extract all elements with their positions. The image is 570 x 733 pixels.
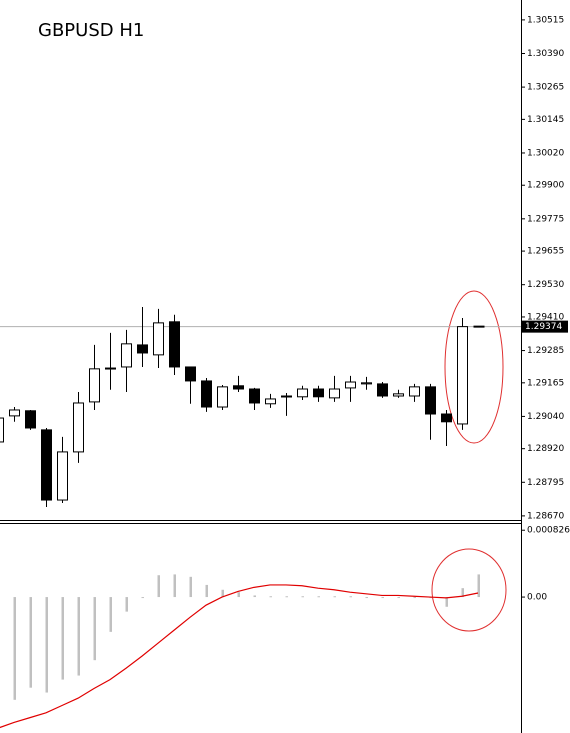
candle-body: [121, 343, 132, 368]
candle-body: [73, 402, 84, 453]
y-tick-label: 1.29775: [527, 214, 564, 224]
histogram-bar: [45, 597, 48, 693]
histogram-bar: [93, 597, 96, 661]
candle-body: [281, 395, 292, 398]
y-tick-label: 1.28795: [527, 478, 564, 488]
current-price-box: [522, 320, 568, 333]
candle-body: [41, 429, 52, 501]
histogram-bar: [173, 574, 176, 598]
candle-body: [185, 366, 196, 382]
histogram-bar: [269, 596, 272, 598]
candle-body: [0, 417, 4, 443]
y-tick-label: 1.30265: [527, 83, 564, 93]
candle-body: [265, 398, 276, 405]
signal-line: [0, 584, 479, 729]
candle-body: [217, 386, 228, 408]
candle-body: [393, 393, 404, 397]
candle-body: [57, 451, 68, 501]
histogram-bar: [381, 597, 384, 599]
candle-body: [9, 409, 20, 417]
histogram-bar: [205, 584, 208, 598]
histogram-bar: [61, 597, 64, 680]
candle-body: [137, 344, 148, 354]
candle-body: [409, 386, 420, 397]
histogram-bar: [237, 592, 240, 598]
y-tick-label: 1.30020: [527, 148, 564, 158]
histogram-bar: [125, 597, 128, 612]
histogram-bar: [301, 596, 304, 598]
candle-body: [153, 322, 164, 356]
histogram-bar: [397, 597, 400, 599]
y-tick-label: 1.29165: [527, 378, 564, 388]
y-tick-label: 1.30390: [527, 49, 564, 59]
histogram-bar: [141, 597, 144, 599]
annotation-ellipse: [431, 548, 507, 632]
y-tick-label: 1.29040: [527, 412, 564, 422]
y-tick-label: 1.29900: [527, 181, 564, 191]
y-tick-label: 1.29530: [527, 280, 564, 290]
histogram-bar: [189, 576, 192, 598]
histogram-bar: [253, 595, 256, 598]
candle-body: [25, 410, 36, 429]
histogram-bar: [29, 597, 32, 688]
histogram-bar: [221, 589, 224, 598]
histogram-bar: [109, 597, 112, 632]
candle-body: [345, 381, 356, 389]
candle-body: [297, 388, 308, 398]
y-tick-label: 1.30145: [527, 115, 564, 125]
candle-body: [329, 388, 340, 399]
histogram-bar: [461, 588, 464, 598]
candle-body: [441, 413, 452, 423]
histogram-bar: [445, 597, 448, 607]
current-price-label: 1.29374: [525, 322, 562, 332]
y-tick-label: 1.28920: [527, 444, 564, 454]
y-tick-label: 0.000826: [527, 526, 570, 536]
candle-body: [233, 385, 244, 390]
candle-body: [201, 380, 212, 408]
histogram-bar: [317, 596, 320, 598]
chart-title: GBPUSD H1: [38, 20, 144, 41]
y-tick-label: 1.29285: [527, 346, 564, 356]
candle-body: [313, 388, 324, 398]
histogram-bar: [285, 596, 288, 598]
histogram-bar: [333, 596, 336, 598]
y-tick-label: 1.29655: [527, 247, 564, 257]
candle-body: [169, 321, 180, 368]
candle-body: [105, 367, 116, 370]
y-tick-label: 1.28670: [527, 511, 564, 521]
y-tick-label: 1.30515: [527, 15, 564, 25]
histogram-bar: [157, 575, 160, 598]
histogram-bar: [349, 596, 352, 598]
histogram-bar: [13, 597, 16, 700]
candle-body: [89, 368, 100, 403]
candle-body: [425, 386, 436, 415]
histogram-bar: [413, 597, 416, 599]
y-tick-label: 0.00: [527, 593, 547, 603]
annotation-ellipse: [444, 290, 504, 444]
candle-body: [361, 382, 372, 385]
histogram-bar: [365, 597, 368, 599]
histogram-bar: [477, 574, 480, 598]
candle-body: [249, 388, 260, 404]
candle-body: [377, 383, 388, 397]
histogram-bar: [77, 597, 80, 676]
candle-body: [457, 326, 468, 425]
y-tick-label: 1.29410: [527, 312, 564, 322]
